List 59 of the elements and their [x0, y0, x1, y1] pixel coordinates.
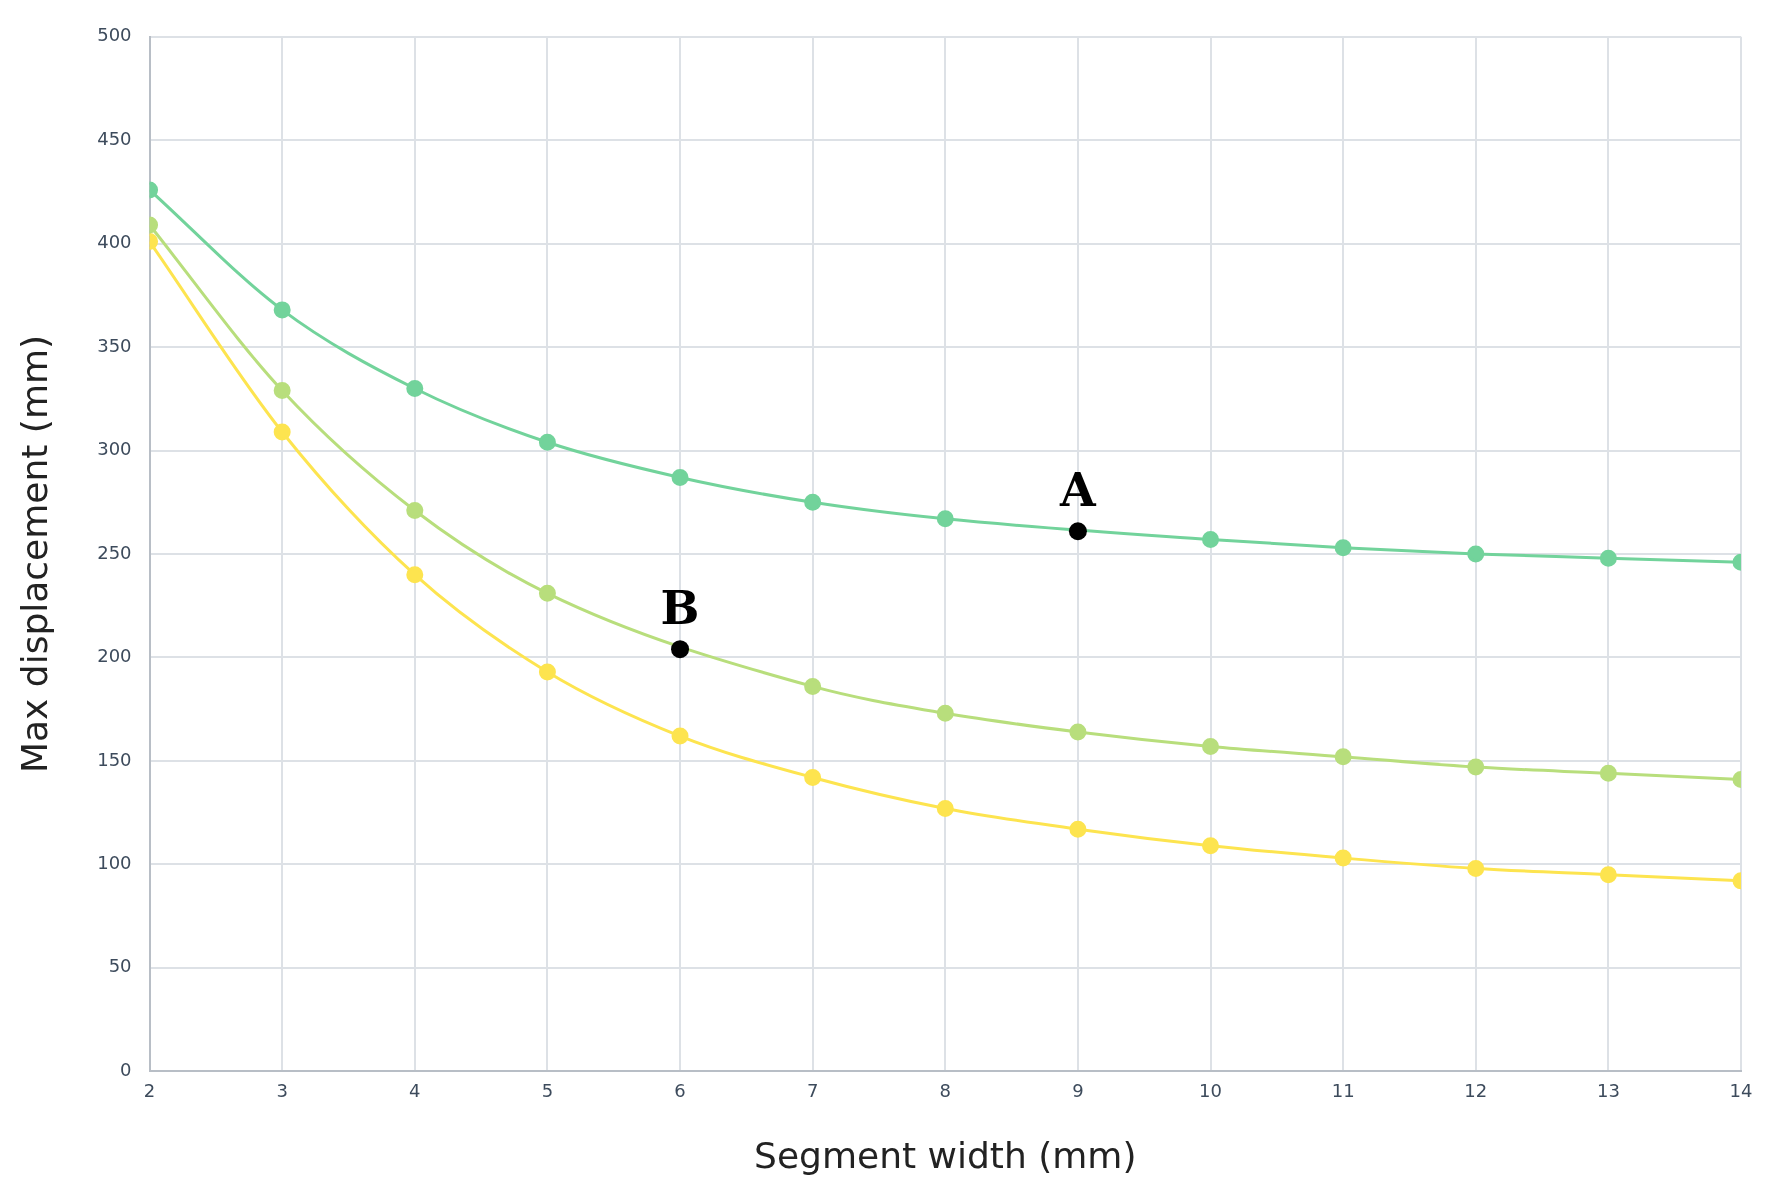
point — [1334, 539, 1352, 557]
point — [1202, 837, 1220, 855]
y-tick-label: 250 — [97, 541, 132, 563]
point — [1599, 866, 1617, 884]
point — [1202, 531, 1220, 549]
x-tick-label: 9 — [1072, 1079, 1084, 1101]
y-tick-label: 100 — [97, 851, 132, 873]
point — [1599, 764, 1617, 782]
point — [406, 380, 424, 397]
point — [671, 468, 689, 486]
x-tick-label: 8 — [939, 1079, 951, 1101]
point — [1467, 545, 1485, 563]
point — [671, 727, 689, 745]
point — [1467, 758, 1485, 776]
x-tick-label: 6 — [674, 1079, 686, 1101]
x-tick-label: 5 — [541, 1079, 554, 1101]
y-tick-label: 500 — [97, 24, 132, 46]
y-tick-label: 450 — [97, 127, 132, 149]
point — [804, 493, 822, 511]
point — [1599, 549, 1617, 567]
x-tick-label: 2 — [143, 1079, 156, 1101]
point — [538, 584, 556, 602]
point — [1334, 748, 1352, 766]
y-tick-label: 200 — [97, 645, 132, 667]
point — [1467, 859, 1485, 877]
point — [1202, 737, 1220, 755]
point — [538, 433, 556, 451]
y-tick-label: 350 — [97, 334, 132, 356]
y-tick-label: 0 — [120, 1058, 132, 1080]
y-tick-label: 400 — [97, 231, 132, 253]
point — [273, 301, 291, 319]
x-tick-label: 14 — [1729, 1079, 1753, 1101]
y-tick-label: 300 — [97, 438, 132, 460]
point — [936, 510, 954, 528]
y-tick-label: 50 — [108, 955, 132, 977]
point — [406, 502, 424, 520]
x-tick-label: 3 — [276, 1079, 288, 1101]
x-axis-title: Segment width (mm) — [754, 1134, 1137, 1176]
point — [936, 799, 954, 817]
point — [273, 423, 291, 441]
point — [1069, 820, 1087, 838]
point — [1069, 723, 1087, 741]
point — [804, 677, 822, 695]
point — [1334, 849, 1352, 867]
point — [406, 566, 424, 584]
point — [273, 382, 291, 400]
point — [804, 768, 822, 786]
point — [936, 704, 954, 722]
x-tick-label: 13 — [1596, 1079, 1620, 1101]
y-tick-label: 150 — [97, 748, 132, 770]
x-tick-label: 10 — [1199, 1079, 1222, 1101]
x-tick-label: 7 — [806, 1079, 819, 1101]
y-axis-title: Max displacement (mm) — [13, 334, 55, 774]
annotation: A — [1059, 463, 1098, 518]
x-tick-label: 4 — [409, 1079, 421, 1101]
x-tick-label: 11 — [1331, 1079, 1355, 1101]
point — [538, 663, 556, 681]
annotation: B — [660, 581, 700, 636]
x-tick-label: 12 — [1464, 1079, 1488, 1101]
